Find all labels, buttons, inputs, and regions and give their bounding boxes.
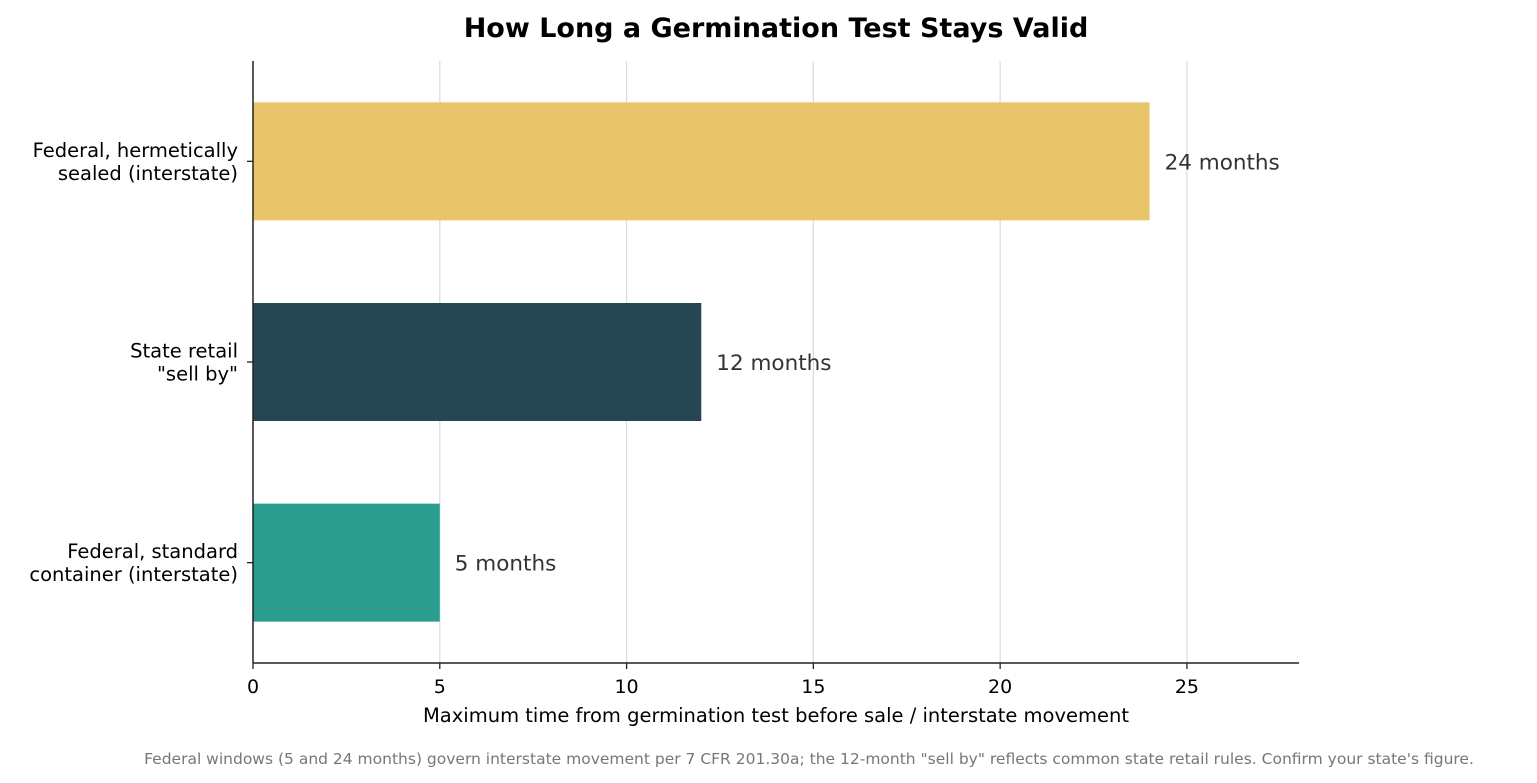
data-label-0: 24 months <box>1165 150 1280 175</box>
x-tick-label-15: 15 <box>801 676 825 698</box>
x-tick-label-10: 10 <box>614 676 638 698</box>
y-tick-label-1: State retail "sell by" <box>130 340 238 386</box>
chart-title: How Long a Germination Test Stays Valid <box>464 13 1089 44</box>
y-tick-label-0: Federal, hermetically sealed (interstate) <box>33 139 238 185</box>
bar-1 <box>253 303 702 421</box>
bars <box>253 102 1150 622</box>
y-tick-label-line: State retail <box>130 340 238 363</box>
x-tick-label-0: 0 <box>247 676 259 698</box>
footnote: Federal windows (5 and 24 months) govern… <box>144 750 1474 768</box>
x-tick-label-25: 25 <box>1175 676 1199 698</box>
y-tick-label-line: container (interstate) <box>29 563 238 586</box>
data-label-1: 12 months <box>716 351 831 376</box>
data-labels: 24 months 12 months 5 months <box>455 150 1280 576</box>
x-tick-label-20: 20 <box>988 676 1012 698</box>
data-label-2: 5 months <box>455 552 557 577</box>
y-tick-label-2: Federal, standard container (interstate) <box>29 540 238 586</box>
x-axis-label: Maximum time from germination test befor… <box>423 704 1129 727</box>
y-tick-label-line: sealed (interstate) <box>58 162 238 185</box>
bar-2 <box>253 503 440 622</box>
y-axis-ticks: Federal, hermetically sealed (interstate)… <box>29 139 253 586</box>
y-tick-label-line: Federal, hermetically <box>33 139 238 162</box>
x-axis-ticks: 0 5 10 15 20 25 <box>247 663 1199 698</box>
y-tick-label-line: "sell by" <box>157 363 238 386</box>
y-tick-label-line: Federal, standard <box>67 540 238 563</box>
bar-0 <box>253 102 1150 221</box>
x-tick-label-5: 5 <box>434 676 446 698</box>
